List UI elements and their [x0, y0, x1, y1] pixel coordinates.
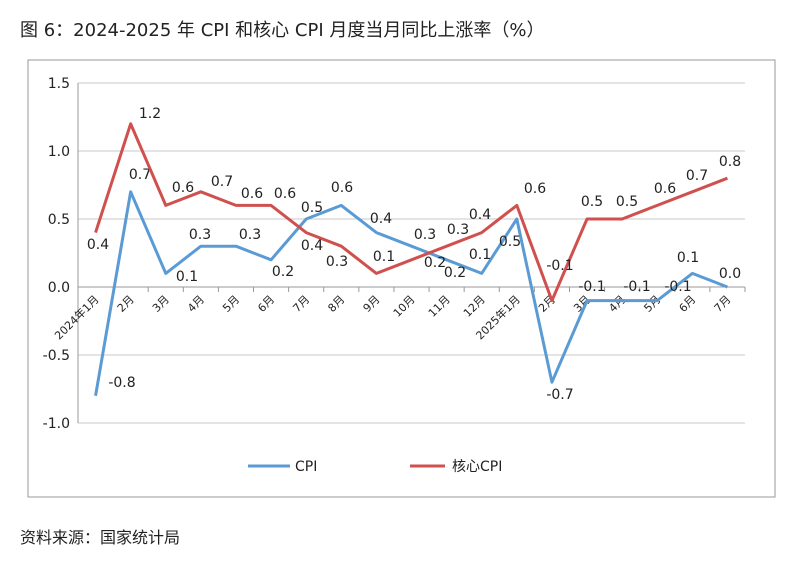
- x-tick-label: 9月: [361, 293, 383, 315]
- x-tick-label: 5月: [641, 293, 663, 315]
- data-label: 0.5: [581, 194, 603, 210]
- x-tick-label: 4月: [185, 293, 207, 315]
- data-label: 0.5: [301, 200, 323, 216]
- data-label: 0.2: [424, 255, 446, 271]
- data-label: 0.3: [414, 227, 436, 243]
- source-note: 资料来源：国家统计局: [20, 528, 181, 547]
- y-tick-label: 1.5: [48, 76, 70, 92]
- data-label: 0.6: [241, 186, 263, 202]
- data-label: -0.8: [108, 375, 135, 391]
- x-tick-label: 5月: [220, 293, 242, 315]
- data-label: 0.3: [189, 227, 211, 243]
- data-label: -0.1: [664, 279, 691, 295]
- data-label: 1.2: [139, 106, 161, 122]
- data-label: 0.7: [129, 167, 151, 183]
- data-label: 0.3: [326, 254, 348, 270]
- x-tick-label: 4月: [606, 293, 628, 315]
- data-label: 0.4: [469, 207, 491, 223]
- x-tick-label: 7月: [712, 293, 734, 315]
- data-label: 0.6: [274, 186, 296, 202]
- data-label: 0.3: [447, 222, 469, 238]
- data-label: 0.6: [331, 180, 353, 196]
- y-tick-label: 0.0: [48, 280, 70, 296]
- data-label: 0.3: [239, 227, 261, 243]
- data-label: 0.2: [444, 265, 466, 281]
- y-tick-label: -1.0: [43, 416, 70, 432]
- data-label: 0.7: [211, 174, 233, 190]
- data-label: -0.1: [623, 279, 650, 295]
- x-tick-label: 2024年1月: [51, 292, 101, 342]
- data-label: 0.1: [677, 250, 699, 266]
- x-tick-label: 10月: [391, 293, 418, 320]
- data-label: 0.2: [272, 264, 294, 280]
- x-tick-label: 6月: [255, 293, 277, 315]
- data-label: 0.5: [616, 194, 638, 210]
- x-tick-label: 12月: [461, 293, 488, 320]
- data-label: 0.4: [87, 237, 109, 253]
- data-label: -0.1: [578, 279, 605, 295]
- data-label: 0.7: [686, 168, 708, 184]
- data-label: 0.1: [373, 249, 395, 265]
- x-tick-label: 8月: [325, 293, 347, 315]
- data-label: 0.4: [301, 238, 323, 254]
- legend-label: 核心CPI: [452, 459, 502, 475]
- data-label: -0.7: [546, 387, 573, 403]
- legend-label: CPI: [295, 459, 317, 475]
- data-label: 0.1: [469, 247, 491, 263]
- data-label: 0.4: [370, 211, 392, 227]
- data-label: 0.6: [172, 180, 194, 196]
- data-label: 0.6: [654, 181, 676, 197]
- data-label: -0.1: [546, 258, 573, 274]
- plot-border: [27, 59, 776, 498]
- x-tick-label: 6月: [677, 293, 699, 315]
- data-label: 0.6: [524, 181, 546, 197]
- x-tick-label: 3月: [150, 293, 172, 315]
- figure-title: 图 6：2024-2025 年 CPI 和核心 CPI 月度当月同比上涨率（%）: [20, 20, 545, 41]
- data-label: 0.0: [719, 266, 741, 282]
- data-label: 0.5: [499, 234, 521, 250]
- x-tick-label: 11月: [426, 293, 453, 320]
- x-tick-label: 2月: [115, 293, 137, 315]
- y-tick-label: 0.5: [48, 212, 70, 228]
- y-tick-label: 1.0: [48, 144, 70, 160]
- y-tick-label: -0.5: [43, 348, 70, 364]
- data-label: 0.1: [176, 269, 198, 285]
- data-label: 0.8: [719, 154, 741, 170]
- x-tick-label: 7月: [290, 293, 312, 315]
